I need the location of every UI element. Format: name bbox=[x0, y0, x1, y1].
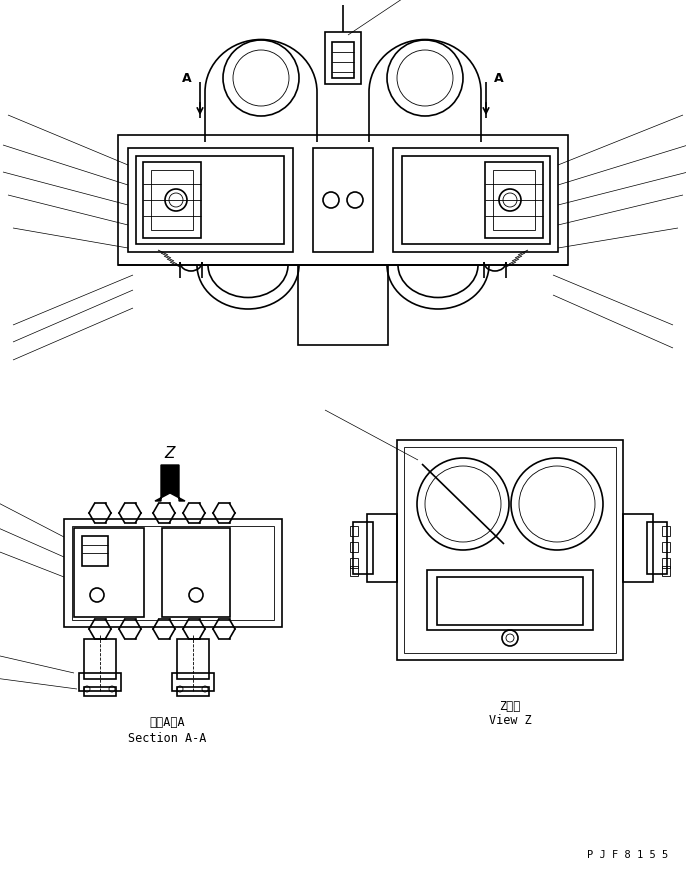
Polygon shape bbox=[155, 465, 185, 501]
Text: 断面A－A: 断面A－A bbox=[149, 717, 185, 730]
Bar bbox=[82, 536, 108, 566]
Bar bbox=[177, 639, 209, 679]
Bar bbox=[350, 526, 358, 536]
Bar bbox=[485, 162, 543, 238]
Bar bbox=[662, 542, 670, 552]
Text: P J F 8 1 5 5: P J F 8 1 5 5 bbox=[587, 850, 669, 860]
Bar bbox=[662, 566, 670, 576]
Bar bbox=[350, 566, 358, 576]
Bar bbox=[404, 447, 616, 653]
Bar bbox=[79, 673, 121, 691]
Bar bbox=[64, 519, 282, 627]
Text: A: A bbox=[182, 71, 192, 84]
Bar bbox=[402, 156, 550, 244]
Bar bbox=[177, 687, 209, 696]
Bar bbox=[437, 577, 583, 625]
Bar bbox=[74, 528, 144, 617]
Bar bbox=[393, 148, 558, 252]
Bar bbox=[662, 526, 670, 536]
Bar bbox=[367, 514, 397, 582]
Bar bbox=[623, 514, 653, 582]
Bar bbox=[397, 440, 623, 660]
Bar bbox=[128, 148, 293, 252]
Bar bbox=[136, 156, 284, 244]
Bar bbox=[350, 558, 358, 568]
Bar bbox=[72, 526, 274, 620]
Bar bbox=[313, 148, 373, 252]
Bar bbox=[493, 170, 535, 230]
Text: View Z: View Z bbox=[488, 714, 532, 727]
Bar bbox=[162, 528, 230, 617]
Bar bbox=[325, 32, 361, 84]
Bar bbox=[151, 170, 193, 230]
Bar bbox=[647, 522, 667, 574]
Bar bbox=[427, 570, 593, 630]
Text: Z　視: Z 視 bbox=[499, 699, 521, 712]
Text: A: A bbox=[494, 71, 504, 84]
Bar bbox=[298, 265, 388, 345]
Bar bbox=[662, 558, 670, 568]
Bar bbox=[350, 542, 358, 552]
Text: Z: Z bbox=[165, 445, 175, 461]
Bar bbox=[172, 673, 214, 691]
Bar bbox=[84, 639, 116, 679]
Bar bbox=[353, 522, 373, 574]
Text: Section A-A: Section A-A bbox=[128, 732, 206, 745]
Bar bbox=[84, 687, 116, 696]
Bar bbox=[332, 42, 354, 78]
Bar bbox=[143, 162, 201, 238]
Bar bbox=[118, 135, 568, 265]
